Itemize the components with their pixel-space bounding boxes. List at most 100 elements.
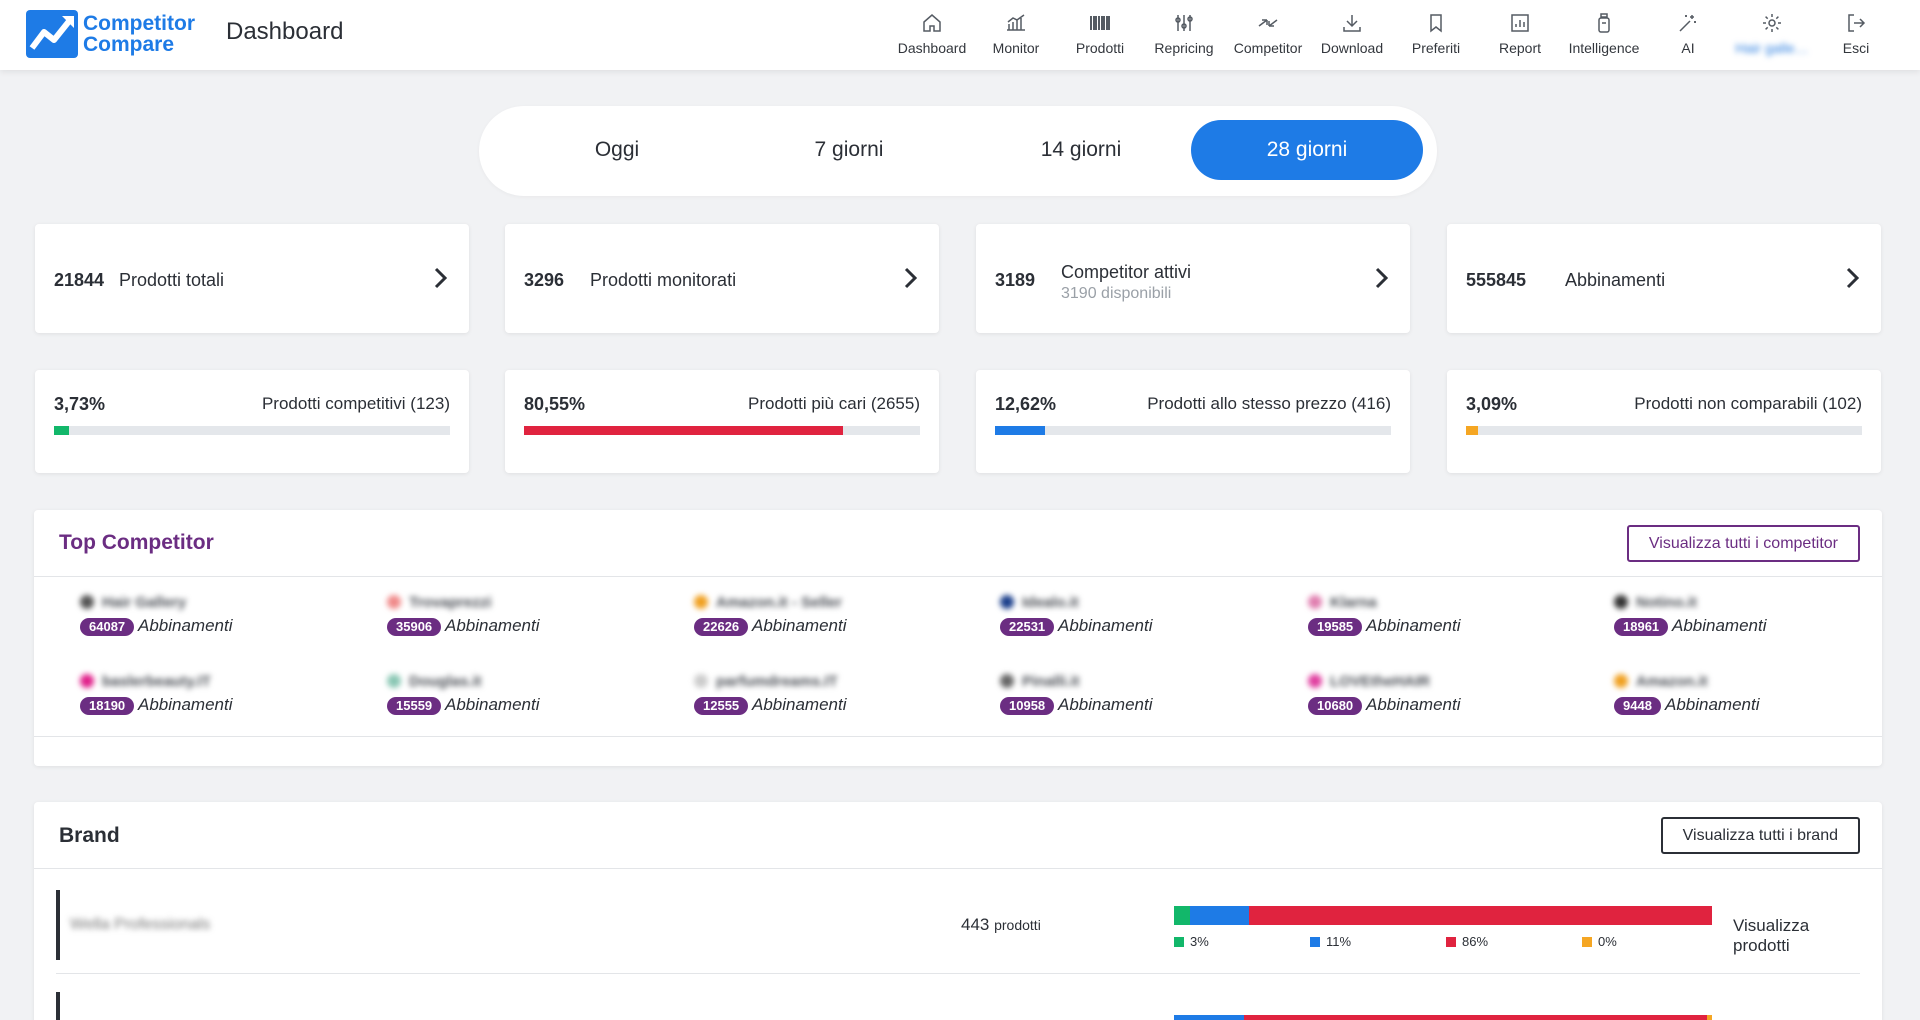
tab-14-giorni[interactable]: 14 giorni <box>1040 138 1122 161</box>
tab-oggi[interactable]: Oggi <box>594 138 640 161</box>
match-label: Abbinamenti <box>752 695 847 714</box>
progress-fill <box>995 426 1045 435</box>
view-products-link[interactable]: Visualizza prodotti <box>1733 916 1810 955</box>
competitor-item[interactable]: Hair Gallery 64087 Abbinamenti <box>80 592 370 642</box>
monitor-chart-icon <box>1007 14 1025 31</box>
stat-card-prodotti-totali[interactable]: 21844 Prodotti totali <box>35 224 469 333</box>
nav-item-dashboard[interactable]: Dashboard <box>890 8 974 64</box>
competitor-logo-icon <box>1000 674 1014 688</box>
tab-7-giorni[interactable]: 7 giorni <box>814 138 884 161</box>
progress-card-competitivi: 3,73% Prodotti competitivi (123) <box>35 370 469 473</box>
progress-card-non-comparabili: 3,09% Prodotti non comparabili (102) <box>1447 370 1881 473</box>
competitor-logo-icon <box>694 674 708 688</box>
tab-28-giorni[interactable]: 28 giorni <box>1191 120 1423 180</box>
competitor-name-text: Douglas.it <box>409 672 482 690</box>
brand-name[interactable]: Wella Professionals <box>70 916 211 933</box>
competitor-name: Pinalli.it <box>1000 671 1080 691</box>
match-label: Abbinamenti <box>1665 695 1760 714</box>
nav-label: Competitor <box>1233 40 1303 56</box>
competitor-item[interactable]: Douglas.it 15559 Abbinamenti <box>387 671 677 721</box>
view-all-brands-button[interactable]: Visualizza tutti i brand <box>1660 817 1860 854</box>
competitor-name-text: Notino.it <box>1636 593 1697 611</box>
chevron-right-icon <box>1375 267 1389 289</box>
stat-card-abbinamenti[interactable]: 555845 Abbinamenti <box>1447 224 1881 333</box>
stat-label: Prodotti totali <box>119 270 225 290</box>
stack-segment <box>1249 906 1712 925</box>
chevron-right-icon <box>904 267 918 289</box>
competitor-item[interactable]: Idealo.it 22531 Abbinamenti <box>1000 592 1290 642</box>
legend-item: 86% <box>1446 934 1488 949</box>
competitor-item[interactable]: Notino.it 18961 Abbinamenti <box>1614 592 1904 642</box>
match-label: Abbinamenti <box>752 616 847 635</box>
logout-icon <box>1848 14 1866 32</box>
competitor-name: Trovaprezzi <box>387 592 492 612</box>
divider <box>56 973 1860 974</box>
progress-track <box>54 426 450 435</box>
progress-label: Prodotti non comparabili (102) <box>1634 394 1862 413</box>
nav-item-report[interactable]: Report <box>1478 8 1562 64</box>
magic-wand-icon <box>1679 15 1696 32</box>
nav-label: Download <box>1320 40 1384 56</box>
match-label: Abbinamenti <box>138 616 233 635</box>
competitor-item[interactable]: parfumdreams.IT 12555 Abbinamenti <box>694 671 984 721</box>
main-nav: Dashboard Monitor Prodotti Repricing Com… <box>890 8 1898 64</box>
competitor-item[interactable]: Klarna 19585 Abbinamenti <box>1308 592 1598 642</box>
stat-card-competitor-attivi[interactable]: 3189 Competitor attivi 3190 disponibili <box>976 224 1410 333</box>
competitor-name: Amazon.it - Seller <box>694 592 842 612</box>
nav-item-repricing[interactable]: Repricing <box>1142 8 1226 64</box>
match-count-badge: 35906 <box>387 618 442 636</box>
nav-item-account[interactable]: Hair galle… <box>1730 8 1814 64</box>
match-count-badge: 22626 <box>694 618 749 636</box>
competitor-item[interactable]: Amazon.it 9448 Abbinamenti <box>1614 671 1904 721</box>
panel-title: Top Competitor <box>59 531 214 554</box>
arrows-compare-icon <box>1258 19 1278 27</box>
logo-icon[interactable] <box>26 10 78 58</box>
stat-card-prodotti-monitorati[interactable]: 3296 Prodotti monitorati <box>505 224 939 333</box>
progress-track <box>995 426 1391 435</box>
competitor-item[interactable]: baslerbeauty.IT 18190 Abbinamenti <box>80 671 370 721</box>
competitor-name: Notino.it <box>1614 592 1697 612</box>
chevron-right-icon <box>1846 267 1860 289</box>
competitor-name-text: parfumdreams.IT <box>716 672 838 690</box>
legend-label: 11% <box>1326 934 1352 949</box>
competitor-item[interactable]: LOVEtheHAIR 10680 Abbinamenti <box>1308 671 1598 721</box>
competitor-logo-icon <box>1614 595 1628 609</box>
nav-item-preferiti[interactable]: Preferiti <box>1394 8 1478 64</box>
match-label: Abbinamenti <box>138 695 233 714</box>
competitor-name-text: Amazon.it - Seller <box>716 593 842 611</box>
competitor-item[interactable]: Pinalli.it 10958 Abbinamenti <box>1000 671 1290 721</box>
stat-value: 3189 <box>995 270 1036 290</box>
nav-item-ai[interactable]: AI <box>1646 8 1730 64</box>
stack-segment <box>1190 906 1250 925</box>
progress-card-piu-cari: 80,55% Prodotti più cari (2655) <box>505 370 939 473</box>
progress-fill <box>1466 426 1479 435</box>
nav-item-prodotti[interactable]: Prodotti <box>1058 8 1142 64</box>
competitor-item[interactable]: Trovaprezzi 35906 Abbinamenti <box>387 592 677 642</box>
divider <box>34 736 1882 737</box>
report-icon <box>1511 14 1529 32</box>
home-icon <box>923 14 941 32</box>
stat-value: 3296 <box>524 270 565 290</box>
nav-item-monitor[interactable]: Monitor <box>974 8 1058 64</box>
competitor-item[interactable]: Amazon.it - Seller 22626 Abbinamenti <box>694 592 984 642</box>
brand-name[interactable]: Competitor Compare <box>83 13 195 55</box>
competitor-logo-icon <box>80 674 94 688</box>
progress-label: Prodotti allo stesso prezzo (416) <box>1147 394 1391 413</box>
competitor-name-text: LOVEtheHAIR <box>1330 672 1431 690</box>
progress-percent: 3,73% <box>54 394 106 414</box>
view-all-competitors-button[interactable]: Visualizza tutti i competitor <box>1626 525 1860 562</box>
bottle-icon <box>1598 13 1610 33</box>
nav-item-download[interactable]: Download <box>1310 8 1394 64</box>
brand-panel: Brand Visualizza tutti i brand Wella Pro… <box>34 802 1882 1020</box>
nav-item-esci[interactable]: Esci <box>1814 8 1898 64</box>
nav-label: Dashboard <box>897 40 967 56</box>
nav-item-intelligence[interactable]: Intelligence <box>1562 8 1646 64</box>
competitor-name-text: Trovaprezzi <box>409 593 492 611</box>
brand-stacked-bar <box>1174 1015 1712 1020</box>
competitor-logo-icon <box>1308 674 1322 688</box>
nav-item-competitor[interactable]: Competitor <box>1226 8 1310 64</box>
legend-item: 11% <box>1310 934 1351 949</box>
legend-label: 86% <box>1462 934 1489 949</box>
competitor-name: Douglas.it <box>387 671 482 691</box>
competitor-logo-icon <box>1000 595 1014 609</box>
